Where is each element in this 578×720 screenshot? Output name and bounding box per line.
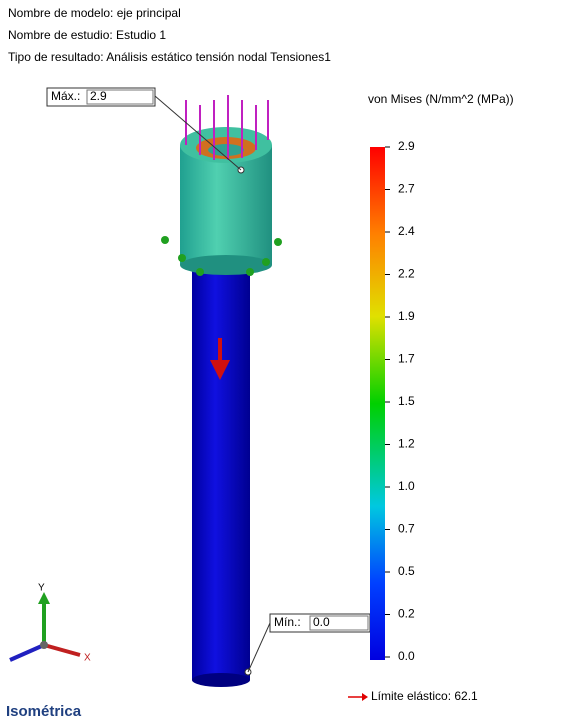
min-label: Mín.: <box>274 615 301 629</box>
scale-tick-label: 0.0 <box>398 649 415 663</box>
scale-tick-label: 1.5 <box>398 394 415 408</box>
scale-tick-label: 0.5 <box>398 564 415 578</box>
viewport: Nombre de modelo: eje principal Nombre d… <box>0 0 578 720</box>
scale-tick-label: 1.7 <box>398 352 415 366</box>
scale-tick-label: 0.7 <box>398 522 415 536</box>
model <box>155 95 282 687</box>
max-value: 2.9 <box>90 89 107 103</box>
scale-tick-label: 1.0 <box>398 479 415 493</box>
view-name: Isométrica <box>6 703 82 720</box>
axis-triad <box>10 592 80 660</box>
max-label: Máx.: <box>51 89 80 103</box>
result-type: Tipo de resultado: Análisis estático ten… <box>8 50 331 64</box>
scale-tick-label: 2.9 <box>398 139 415 153</box>
model-name: Nombre de modelo: eje principal <box>8 6 181 20</box>
scale-tick-label: 0.2 <box>398 607 415 621</box>
triad-y: Y <box>38 583 45 594</box>
yield-strength: Límite elástico: 62.1 <box>371 689 478 703</box>
scale-tick-label: 2.2 <box>398 267 415 281</box>
legend-title: von Mises (N/mm^2 (MPa)) <box>368 92 514 106</box>
scale-tick-label: 1.2 <box>398 437 415 451</box>
min-value: 0.0 <box>313 615 330 629</box>
triad-x: X <box>84 653 91 664</box>
study-name: Nombre de estudio: Estudio 1 <box>8 28 166 42</box>
scale-tick-label: 1.9 <box>398 309 415 323</box>
color-scale <box>370 147 385 660</box>
scale-ticks: 2.9 2.7 2.4 2.2 1.9 1.7 1.5 1.2 1.0 0.7 0.5 0.2 0.0 <box>385 139 415 663</box>
scale-tick-label: 2.4 <box>398 224 415 238</box>
scale-tick-label: 2.7 <box>398 182 415 196</box>
